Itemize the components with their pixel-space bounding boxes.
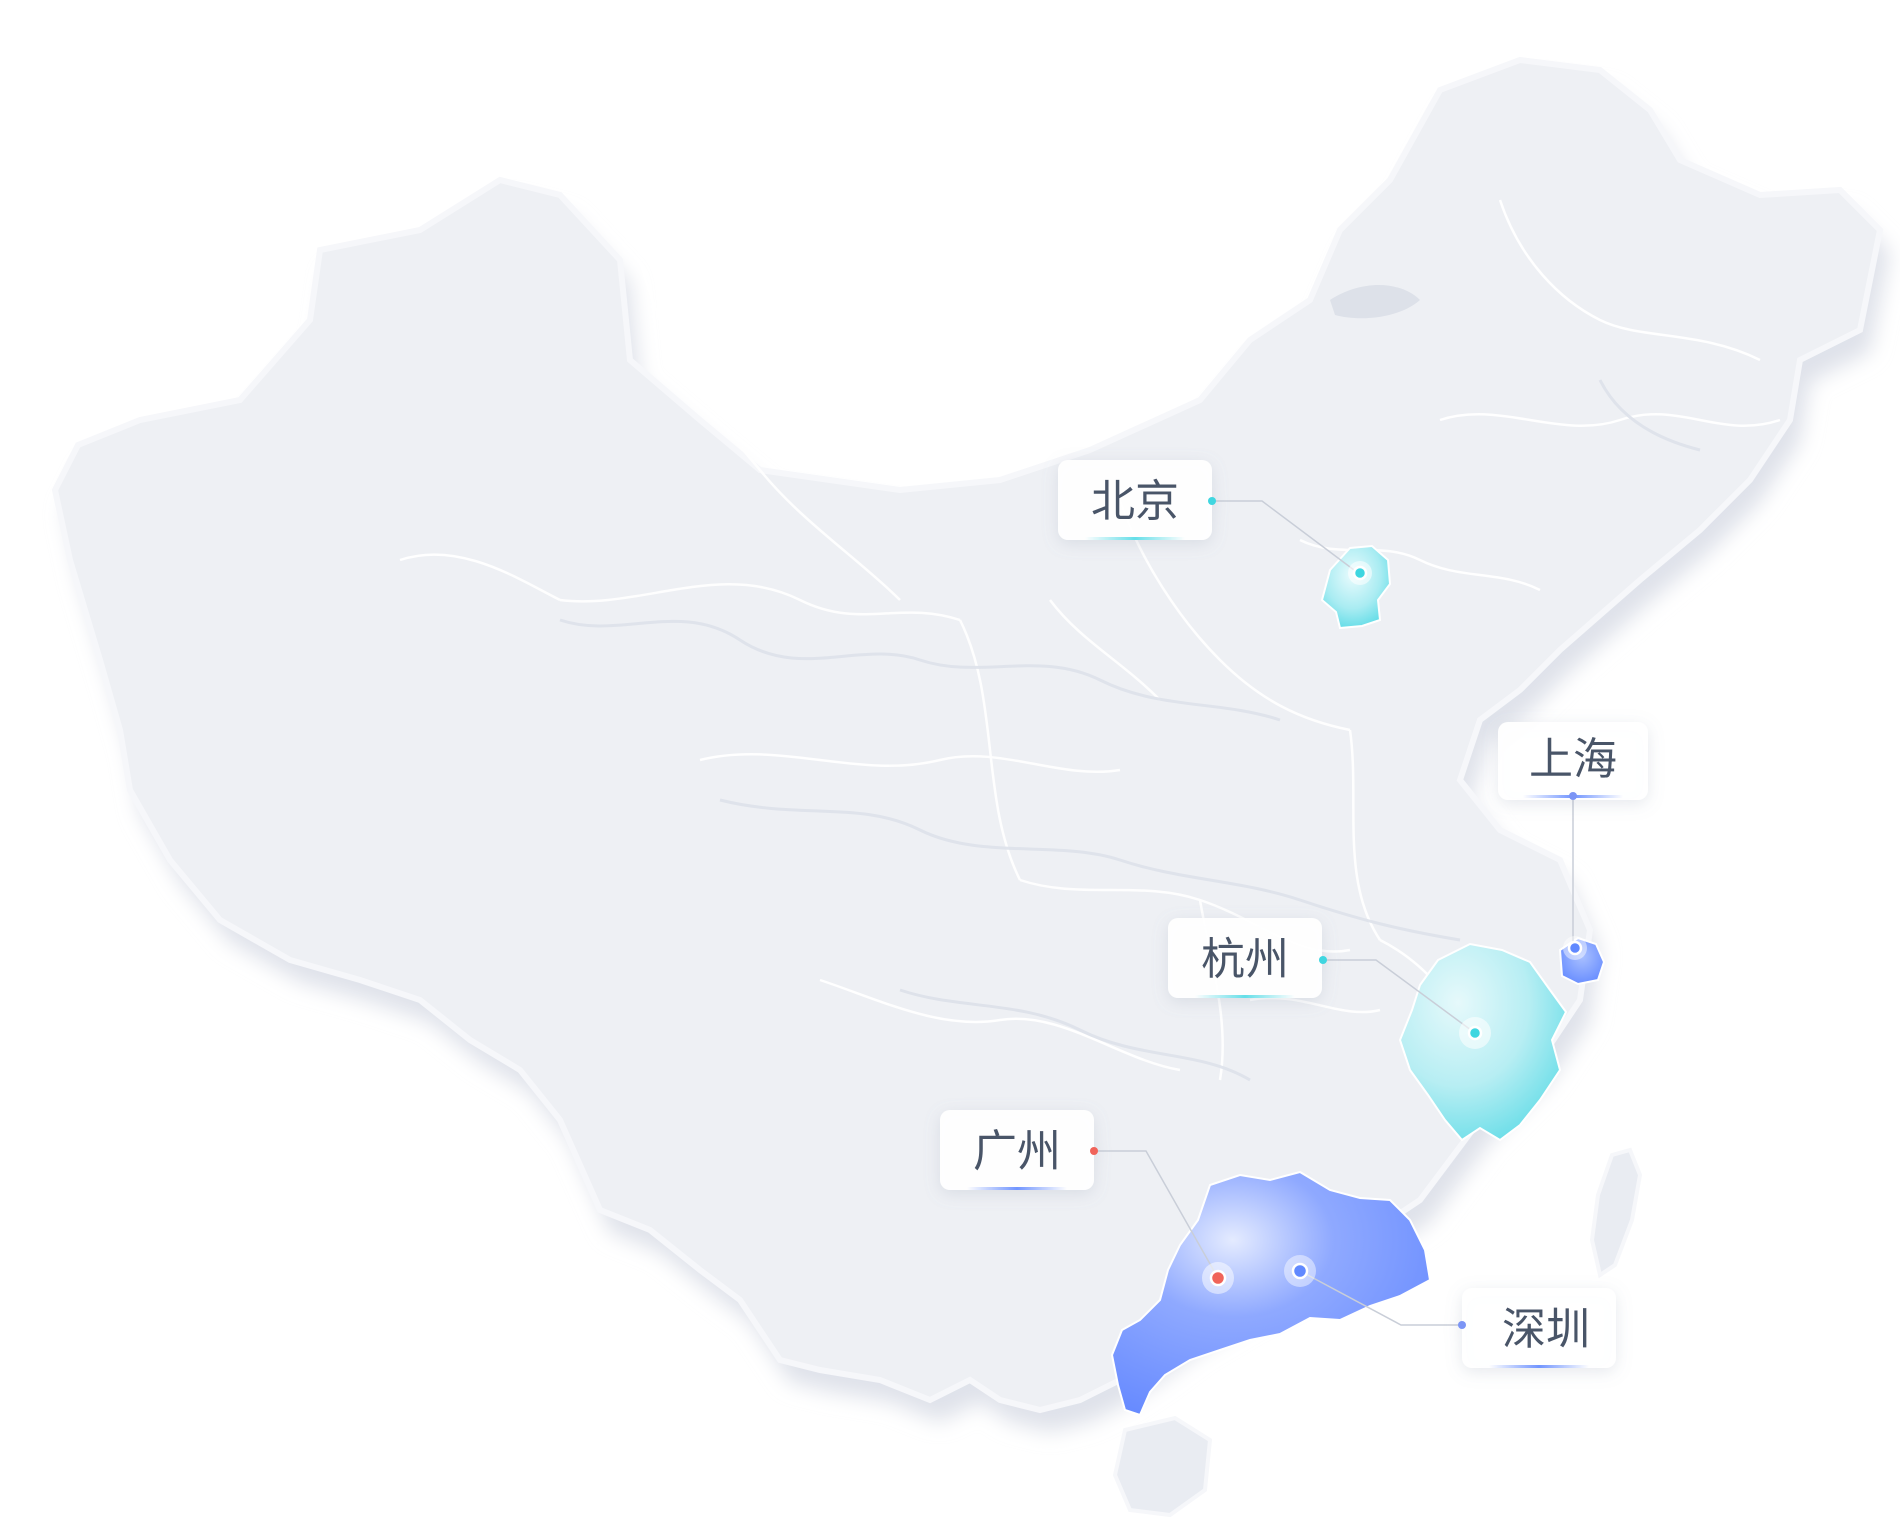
shanghai-point[interactable] (1563, 936, 1587, 960)
label-text: 上海 (1529, 734, 1617, 785)
label-dot (1319, 956, 1327, 964)
label-card (1498, 722, 1648, 800)
label-dot (1569, 792, 1577, 800)
label-dot (1458, 1321, 1466, 1329)
label-text: 杭州 (1201, 934, 1289, 985)
city-label-guangzhou[interactable]: 广州 (940, 1110, 1098, 1190)
taiwan-shape (1589, 1147, 1643, 1279)
province-borders (399, 199, 1781, 1081)
label-underline (1085, 537, 1185, 540)
label-card (940, 1110, 1094, 1190)
city-label-hangzhou[interactable]: 杭州 (1168, 918, 1327, 998)
leader-shenzhen (1301, 1271, 1462, 1326)
city-points (1202, 561, 1587, 1294)
label-text: 北京 (1091, 476, 1179, 527)
label-dot (1090, 1147, 1098, 1155)
label-underline (1489, 1365, 1589, 1368)
beijing-point[interactable] (1348, 561, 1372, 585)
label-card (1058, 460, 1212, 540)
label-underline (1195, 995, 1295, 998)
leader-beijing (1212, 500, 1359, 574)
province-beijing[interactable] (1320, 544, 1392, 630)
label-text: 广州 (973, 1126, 1061, 1177)
rivers (559, 379, 1701, 1082)
label-card (1462, 1288, 1616, 1368)
leader-lines (1094, 500, 1574, 1326)
leader-hangzhou (1323, 959, 1476, 1034)
label-dot (1208, 497, 1216, 505)
guangzhou-point[interactable] (1202, 1262, 1234, 1294)
city-label-shanghai[interactable]: 上海 (1498, 722, 1648, 800)
leader-guangzhou (1094, 1150, 1219, 1279)
label-underline (967, 1187, 1067, 1190)
city-label-beijing[interactable]: 北京 (1058, 460, 1216, 540)
shenzhen-point[interactable] (1284, 1255, 1316, 1287)
label-text: 深圳 (1502, 1304, 1590, 1355)
hangzhou-point[interactable] (1459, 1017, 1491, 1049)
lake-shape (1330, 285, 1420, 319)
label-card (1168, 918, 1322, 998)
city-label-shenzhen[interactable]: 深圳 (1458, 1288, 1616, 1368)
hainan-shape (1112, 1415, 1213, 1518)
beijing-region[interactable] (1320, 544, 1392, 630)
